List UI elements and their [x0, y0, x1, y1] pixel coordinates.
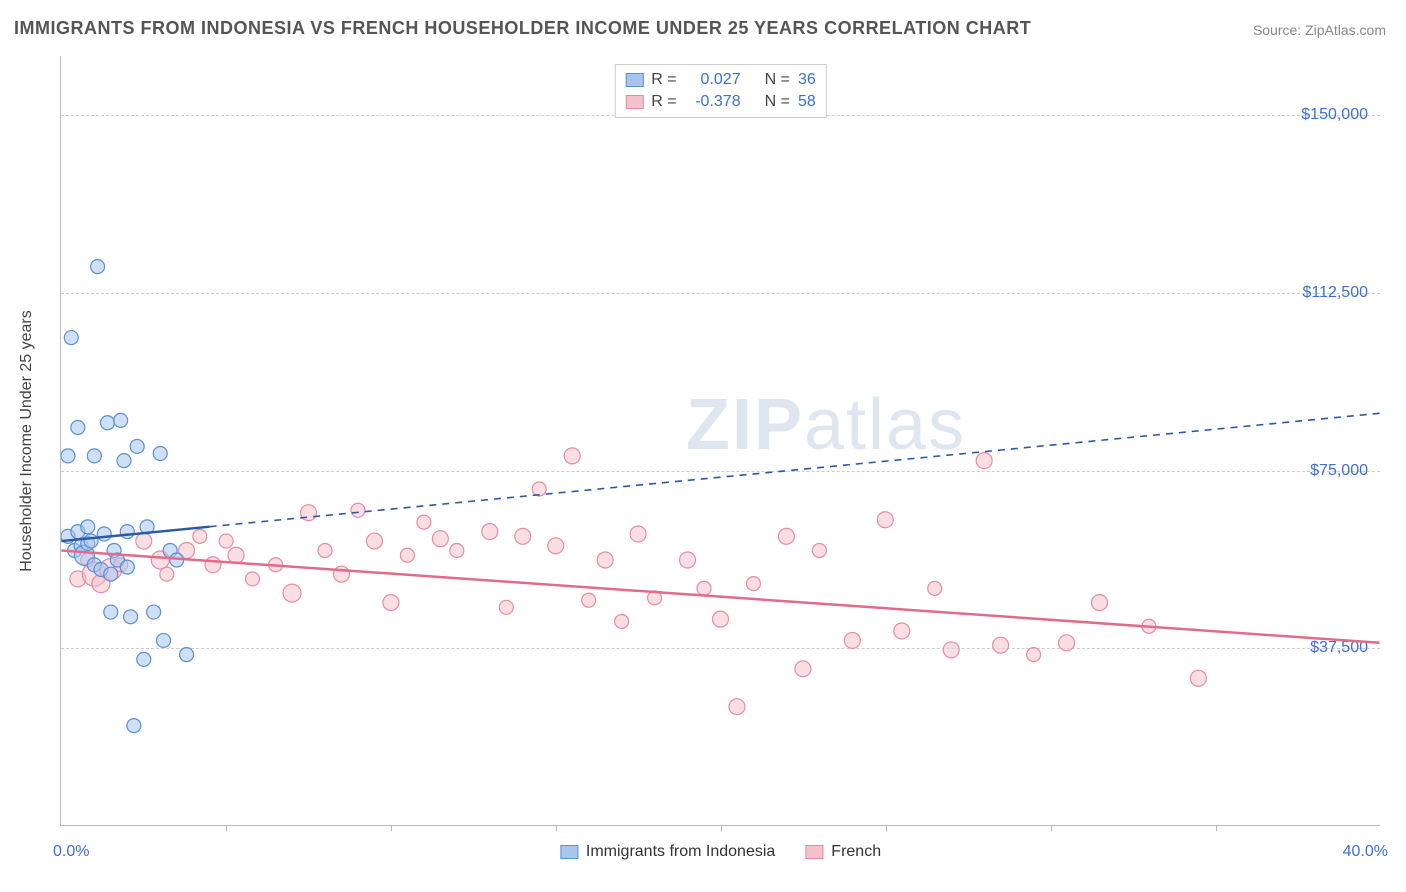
- x-tick: [226, 825, 227, 831]
- r-label: R =: [651, 91, 676, 113]
- n-value: 58: [798, 91, 816, 113]
- plot-svg: [61, 56, 1380, 825]
- r-value: -0.378: [685, 91, 741, 113]
- legend-item-1: Immigrants from Indonesia: [560, 843, 775, 861]
- x-max-label: 40.0%: [1343, 843, 1388, 861]
- n-label: N =: [765, 91, 790, 113]
- legend-swatch-pink: [625, 95, 643, 109]
- x-tick: [556, 825, 557, 831]
- legend-item-2: French: [805, 843, 881, 861]
- chart-title: IMMIGRANTS FROM INDONESIA VS FRENCH HOUS…: [14, 18, 1031, 39]
- legend-swatch-blue: [560, 845, 578, 859]
- legend-series: Immigrants from Indonesia French: [560, 843, 881, 861]
- series-label: French: [831, 843, 881, 861]
- r-label: R =: [651, 69, 676, 91]
- plot-area: Householder Income Under 25 years ZIPatl…: [60, 56, 1380, 826]
- legend-row-1: R = 0.027 N = 36: [625, 69, 815, 91]
- x-tick: [1051, 825, 1052, 831]
- n-value: 36: [798, 69, 816, 91]
- x-min-label: 0.0%: [53, 843, 89, 861]
- x-tick: [886, 825, 887, 831]
- source-label: Source: ZipAtlas.com: [1253, 22, 1386, 38]
- n-label: N =: [765, 69, 790, 91]
- legend-stats: R = 0.027 N = 36 R = -0.378 N = 58: [614, 64, 826, 118]
- legend-row-2: R = -0.378 N = 58: [625, 91, 815, 113]
- legend-swatch-blue: [625, 73, 643, 87]
- x-tick: [721, 825, 722, 831]
- x-tick: [1216, 825, 1217, 831]
- legend-swatch-pink: [805, 845, 823, 859]
- x-tick: [391, 825, 392, 831]
- series-label: Immigrants from Indonesia: [586, 843, 775, 861]
- r-value: 0.027: [685, 69, 741, 91]
- y-axis-label: Householder Income Under 25 years: [18, 310, 36, 571]
- correlation-chart: IMMIGRANTS FROM INDONESIA VS FRENCH HOUS…: [0, 0, 1406, 892]
